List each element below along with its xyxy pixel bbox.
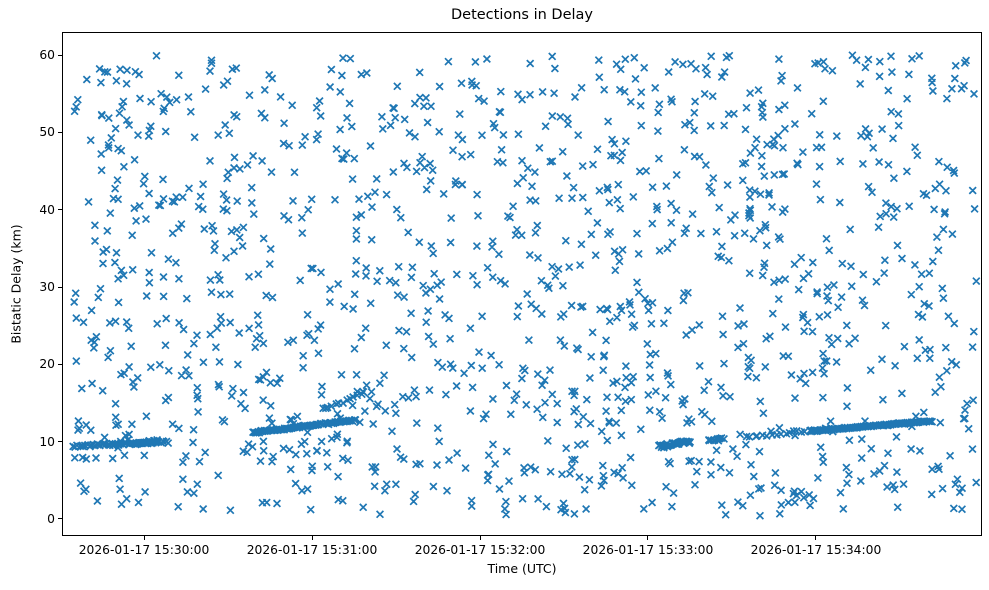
x-tick-mark: [143, 536, 145, 540]
x-tick-mark: [311, 536, 313, 540]
x-tick-label: 2026-01-17 15:30:00: [78, 543, 210, 557]
y-tick-mark: [58, 518, 62, 520]
y-tick-mark: [58, 131, 62, 133]
y-tick-label: 60: [39, 48, 55, 63]
plot-area: [62, 32, 982, 536]
x-tick-label: 2026-01-17 15:33:00: [582, 543, 714, 557]
x-tick-mark: [647, 536, 649, 540]
y-tick-label: 30: [39, 280, 55, 295]
x-tick-label: 2026-01-17 15:32:00: [414, 543, 546, 557]
x-tick-label: 2026-01-17 15:31:00: [246, 543, 378, 557]
chart-title: Detections in Delay: [450, 7, 593, 23]
x-tick-mark: [479, 536, 481, 540]
scatter-points: [69, 51, 981, 520]
x-axis-label: Time (UTC): [487, 561, 557, 576]
x-tick-mark: [815, 536, 817, 540]
x-tick-label: 2026-01-17 15:34:00: [750, 543, 882, 557]
detection-markers: [69, 51, 981, 520]
y-axis-label: Bistatic Delay (km): [8, 224, 24, 344]
y-tick-label: 0: [47, 511, 55, 526]
y-tick-label: 20: [39, 357, 55, 372]
y-tick-label: 10: [39, 434, 55, 449]
y-tick-label: 40: [39, 202, 55, 217]
y-tick-label: 50: [39, 125, 55, 140]
y-tick-mark: [58, 441, 62, 443]
y-tick-mark: [58, 286, 62, 288]
y-tick-mark: [58, 363, 62, 365]
y-tick-mark: [58, 209, 62, 211]
y-tick-mark: [58, 54, 62, 56]
